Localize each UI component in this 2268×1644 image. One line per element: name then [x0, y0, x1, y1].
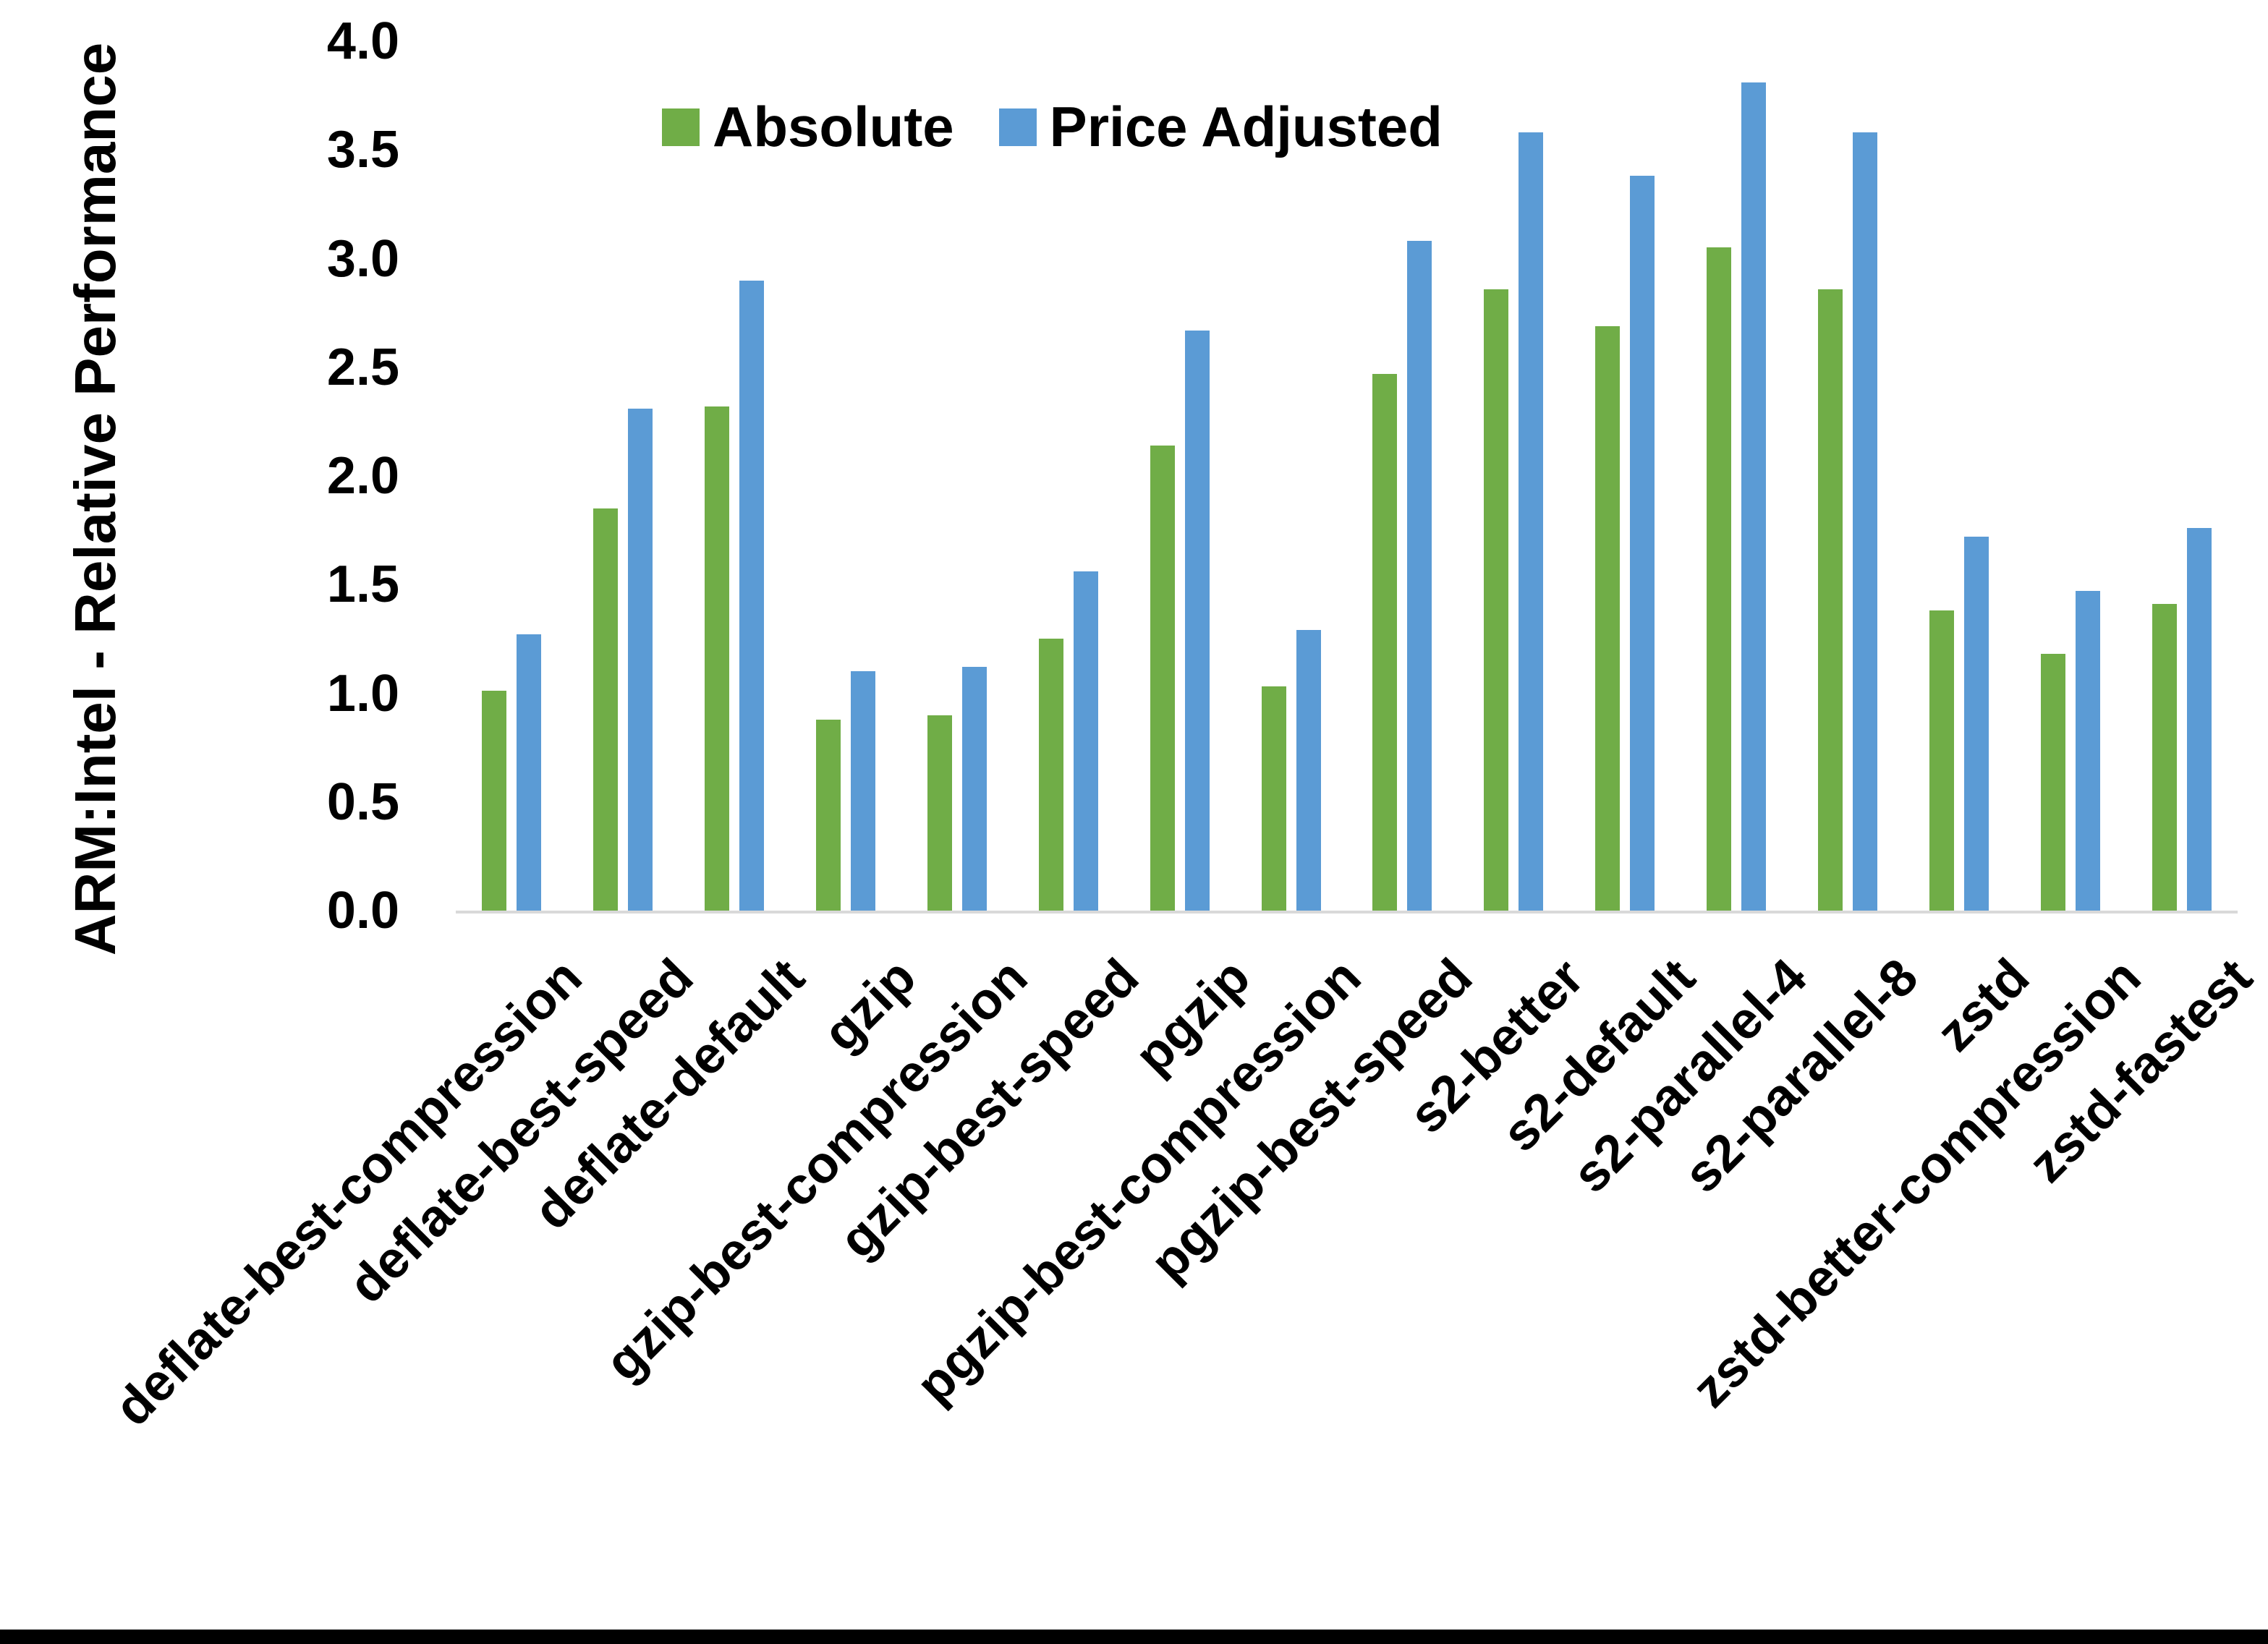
- legend-label-absolute: Absolute: [713, 95, 954, 158]
- x-axis-line: [456, 911, 2238, 913]
- bar-price-adjusted-pgzip-best-compression: [1296, 630, 1321, 911]
- bar-absolute-pgzip-best-speed: [1372, 373, 1398, 911]
- legend-label-price-adjusted: Price Adjusted: [1049, 95, 1443, 158]
- bar-absolute-zstd: [1929, 610, 1955, 911]
- bar-price-adjusted-pgzip: [1184, 330, 1210, 911]
- bar-price-adjusted-s2-better: [1519, 132, 1544, 911]
- bar-price-adjusted-zstd-fastest: [2187, 528, 2212, 911]
- y-axis-tick-label: 3.5: [326, 121, 399, 179]
- bar-price-adjusted-deflate-best-compression: [516, 634, 541, 911]
- bar-price-adjusted-gzip: [850, 671, 875, 911]
- bar-price-adjusted-s2-parallel-8: [1853, 132, 1878, 911]
- bar-absolute-deflate-best-compression: [481, 691, 506, 911]
- x-axis-label: deflate-best-compression: [103, 947, 593, 1437]
- legend-item-absolute: Absolute: [662, 94, 954, 160]
- bar-absolute-s2-better: [1484, 289, 1509, 911]
- bar-absolute-gzip-best-compression: [927, 715, 952, 911]
- bar-price-adjusted-deflate-default: [739, 280, 764, 911]
- y-axis-tick-label: 4.0: [326, 12, 399, 70]
- bar-absolute-deflate-default: [704, 406, 729, 911]
- bar-price-adjusted-deflate-best-speed: [627, 408, 653, 911]
- bar-absolute-zstd-better-compression: [2041, 654, 2066, 911]
- bottom-border: [0, 1630, 2268, 1644]
- bar-absolute-pgzip-best-compression: [1261, 686, 1286, 911]
- bar-absolute-deflate-best-speed: [593, 508, 618, 911]
- y-axis-tick-label: 2.0: [326, 447, 399, 505]
- bar-absolute-gzip: [815, 719, 841, 911]
- bar-price-adjusted-s2-parallel-4: [1741, 82, 1767, 911]
- bar-absolute-s2-parallel-4: [1707, 247, 1732, 911]
- bar-price-adjusted-zstd-better-compression: [2076, 591, 2101, 911]
- bar-price-adjusted-pgzip-best-speed: [1407, 241, 1432, 911]
- bar-price-adjusted-gzip-best-speed: [1073, 571, 1098, 911]
- y-axis-tick-label: 0.5: [326, 772, 399, 831]
- y-axis-tick-label: 1.0: [326, 664, 399, 723]
- bar-absolute-zstd-fastest: [2152, 604, 2178, 911]
- legend: Absolute Price Adjusted: [662, 94, 1443, 160]
- legend-swatch-price-adjusted: [998, 108, 1037, 146]
- y-axis-tick-label: 0.0: [326, 882, 399, 940]
- y-axis-tick-label: 3.0: [326, 229, 399, 288]
- bar-price-adjusted-s2-default: [1630, 176, 1655, 911]
- bar-absolute-s2-default: [1595, 325, 1621, 911]
- legend-item-price-adjusted: Price Adjusted: [998, 94, 1443, 160]
- bar-absolute-pgzip: [1150, 445, 1175, 911]
- bar-absolute-gzip-best-speed: [1038, 639, 1063, 911]
- y-axis-tick-label: 1.5: [326, 555, 399, 614]
- bar-price-adjusted-zstd: [1964, 537, 1989, 911]
- bar-absolute-s2-parallel-8: [1818, 289, 1843, 911]
- bar-price-adjusted-gzip-best-compression: [961, 667, 987, 911]
- legend-swatch-absolute: [662, 108, 700, 146]
- y-axis-tick-label: 2.5: [326, 338, 399, 396]
